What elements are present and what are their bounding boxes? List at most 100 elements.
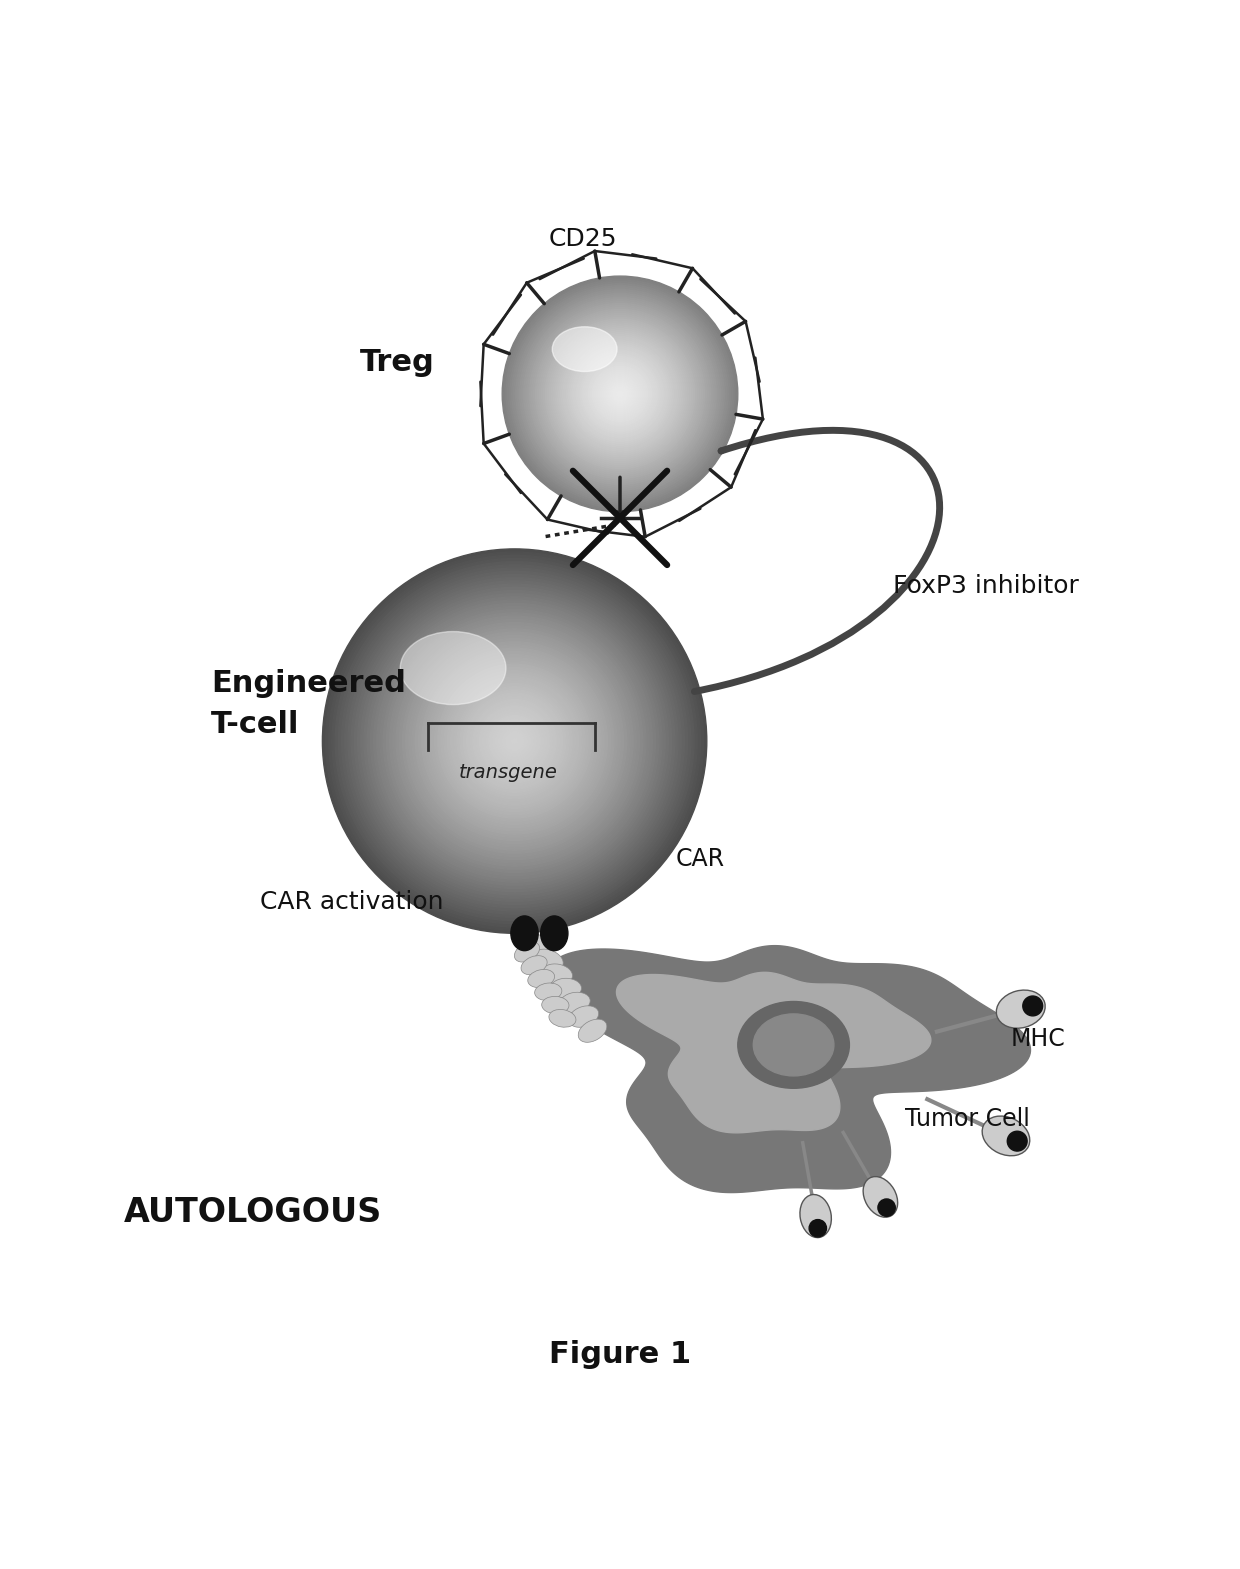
Ellipse shape bbox=[466, 693, 563, 789]
Text: CD25: CD25 bbox=[548, 228, 618, 251]
Ellipse shape bbox=[438, 664, 591, 817]
Ellipse shape bbox=[505, 278, 735, 510]
Ellipse shape bbox=[552, 326, 618, 372]
Ellipse shape bbox=[563, 337, 677, 450]
Ellipse shape bbox=[614, 388, 626, 400]
Ellipse shape bbox=[399, 626, 630, 857]
Ellipse shape bbox=[536, 309, 704, 479]
Ellipse shape bbox=[546, 320, 694, 469]
Ellipse shape bbox=[754, 1014, 833, 1076]
Ellipse shape bbox=[365, 590, 665, 891]
Ellipse shape bbox=[528, 301, 712, 486]
Ellipse shape bbox=[434, 661, 595, 821]
Ellipse shape bbox=[532, 306, 708, 482]
Ellipse shape bbox=[587, 361, 653, 427]
Ellipse shape bbox=[618, 392, 622, 395]
Ellipse shape bbox=[585, 359, 655, 430]
Ellipse shape bbox=[982, 1116, 1029, 1156]
Circle shape bbox=[810, 1219, 827, 1236]
Polygon shape bbox=[547, 946, 1030, 1192]
Ellipse shape bbox=[329, 555, 701, 927]
Ellipse shape bbox=[603, 377, 637, 411]
Ellipse shape bbox=[609, 383, 631, 406]
Ellipse shape bbox=[381, 607, 650, 876]
Ellipse shape bbox=[515, 941, 539, 962]
Ellipse shape bbox=[322, 549, 707, 934]
Ellipse shape bbox=[464, 690, 565, 792]
Ellipse shape bbox=[556, 329, 684, 458]
Ellipse shape bbox=[482, 709, 547, 774]
Text: transgene: transgene bbox=[459, 763, 558, 781]
Ellipse shape bbox=[528, 970, 554, 987]
Ellipse shape bbox=[577, 351, 663, 438]
Ellipse shape bbox=[738, 1001, 849, 1089]
Ellipse shape bbox=[511, 916, 538, 951]
Ellipse shape bbox=[489, 715, 541, 767]
Ellipse shape bbox=[599, 372, 641, 416]
Ellipse shape bbox=[569, 1006, 599, 1028]
Ellipse shape bbox=[800, 1194, 831, 1238]
Ellipse shape bbox=[549, 1009, 575, 1028]
Ellipse shape bbox=[454, 681, 575, 802]
Ellipse shape bbox=[515, 287, 727, 501]
Ellipse shape bbox=[339, 565, 691, 918]
Ellipse shape bbox=[450, 678, 579, 805]
Ellipse shape bbox=[458, 684, 572, 799]
Ellipse shape bbox=[486, 712, 543, 770]
Ellipse shape bbox=[525, 934, 554, 957]
Ellipse shape bbox=[506, 279, 734, 508]
Ellipse shape bbox=[502, 276, 738, 511]
Ellipse shape bbox=[580, 355, 660, 433]
Ellipse shape bbox=[387, 613, 642, 869]
Ellipse shape bbox=[428, 654, 601, 827]
Ellipse shape bbox=[533, 308, 707, 480]
Ellipse shape bbox=[590, 364, 650, 424]
Circle shape bbox=[878, 1199, 895, 1216]
Ellipse shape bbox=[573, 347, 667, 441]
Ellipse shape bbox=[508, 734, 521, 747]
Ellipse shape bbox=[553, 328, 687, 461]
Ellipse shape bbox=[604, 378, 636, 410]
Ellipse shape bbox=[606, 380, 634, 408]
Ellipse shape bbox=[425, 651, 604, 832]
Ellipse shape bbox=[498, 725, 531, 758]
Ellipse shape bbox=[523, 298, 717, 490]
Ellipse shape bbox=[526, 300, 714, 488]
Ellipse shape bbox=[401, 632, 506, 704]
Ellipse shape bbox=[422, 648, 608, 835]
Ellipse shape bbox=[480, 706, 549, 777]
Text: AUTOLOGOUS: AUTOLOGOUS bbox=[124, 1196, 382, 1229]
Ellipse shape bbox=[415, 642, 614, 841]
Ellipse shape bbox=[579, 353, 661, 435]
Ellipse shape bbox=[863, 1177, 898, 1218]
Ellipse shape bbox=[589, 362, 651, 425]
Ellipse shape bbox=[567, 340, 673, 447]
Ellipse shape bbox=[460, 687, 569, 795]
Ellipse shape bbox=[419, 645, 611, 838]
Ellipse shape bbox=[575, 348, 665, 439]
Ellipse shape bbox=[557, 331, 683, 457]
Ellipse shape bbox=[403, 629, 626, 854]
Ellipse shape bbox=[541, 916, 568, 951]
Ellipse shape bbox=[412, 639, 618, 844]
Ellipse shape bbox=[357, 584, 672, 897]
Ellipse shape bbox=[444, 670, 585, 811]
Ellipse shape bbox=[326, 552, 703, 930]
Ellipse shape bbox=[600, 375, 640, 414]
Ellipse shape bbox=[559, 333, 681, 455]
Ellipse shape bbox=[351, 577, 678, 904]
Ellipse shape bbox=[470, 697, 559, 786]
Ellipse shape bbox=[332, 559, 697, 924]
Ellipse shape bbox=[516, 290, 724, 497]
Text: CAR activation: CAR activation bbox=[260, 890, 444, 915]
Ellipse shape bbox=[441, 667, 588, 814]
Ellipse shape bbox=[520, 293, 720, 494]
Ellipse shape bbox=[512, 286, 728, 502]
Ellipse shape bbox=[610, 384, 630, 403]
Ellipse shape bbox=[521, 956, 547, 974]
Ellipse shape bbox=[533, 949, 563, 971]
Ellipse shape bbox=[505, 731, 525, 750]
Ellipse shape bbox=[348, 574, 681, 908]
Ellipse shape bbox=[534, 984, 562, 1001]
Ellipse shape bbox=[596, 370, 644, 417]
